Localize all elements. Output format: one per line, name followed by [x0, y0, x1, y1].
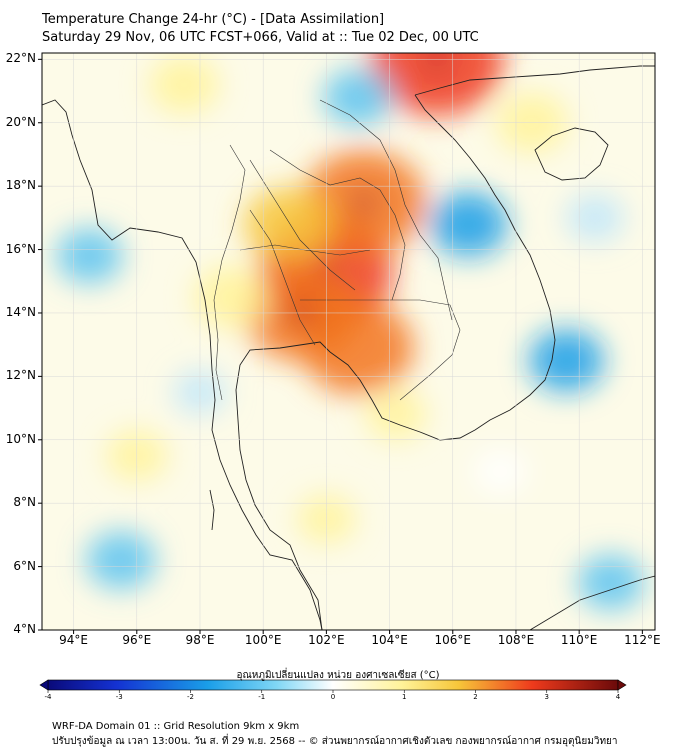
colorbar-title: อุณหภูมิเปลี่ยนแปลง หน่วย องศาเซลเซียส (… — [236, 670, 440, 681]
anomaly-blob-5 — [244, 186, 333, 262]
anomaly-blob-12 — [56, 228, 123, 284]
anomaly-blob-14 — [86, 531, 156, 590]
anomaly-blob-6 — [194, 265, 269, 329]
lat-label: 12°N — [5, 368, 36, 383]
coast-gulf-east — [329, 94, 556, 441]
footer-domain-info: WRF-DA Domain 01 :: Grid Resolution 9km … — [52, 721, 300, 732]
anomaly-core-1 — [350, 190, 379, 215]
lon-label: 98°E — [185, 633, 215, 647]
lat-label: 18°N — [5, 178, 36, 193]
anomaly-blob-4 — [370, 53, 504, 116]
anomaly-blob-16 — [565, 193, 624, 242]
coastlines — [42, 65, 655, 630]
colorbar-tick-label: 2 — [473, 693, 478, 701]
lon-label: 108°E — [497, 633, 535, 647]
anomaly-core-4 — [422, 53, 451, 72]
footer-update-info: ปรับปรุงข้อมูล ณ เวลา 13:00น. วัน ส. ที่… — [52, 736, 618, 747]
coast-north — [414, 65, 655, 96]
colorbar-max-arrow — [617, 679, 627, 691]
lat-label: 6°N — [13, 558, 36, 573]
coast-mainland — [42, 99, 323, 630]
colorbar-tick-label: -1 — [258, 693, 266, 701]
lon-label: 94°E — [59, 633, 89, 647]
andaman-islands — [209, 489, 215, 531]
border-cambodia — [300, 299, 461, 401]
colorbar-ticks — [47, 690, 619, 693]
anomaly-blob-15 — [577, 554, 644, 611]
lon-label: 110°E — [560, 633, 598, 647]
anomaly-blob-10 — [429, 191, 508, 257]
border-thailand-laos — [269, 149, 406, 301]
lon-label: 100°E — [244, 633, 282, 647]
lon-label: 102°E — [308, 633, 345, 647]
temperature-field — [56, 53, 644, 611]
border-thai-provinces-1 — [249, 159, 356, 291]
chart-title: Temperature Change 24-hr (°C) - [Data As… — [42, 12, 385, 27]
border-myanmar-thailand — [213, 144, 246, 401]
border-laos-vietnam — [319, 99, 453, 321]
lon-label: 106°E — [434, 633, 472, 647]
colorbar-tick-label: 1 — [402, 693, 407, 701]
colorbar-tick-label: 0 — [330, 693, 336, 701]
lat-label: 16°N — [5, 241, 36, 256]
colorbar-min-arrow — [39, 679, 49, 691]
colorbar-tick-label: 4 — [615, 693, 621, 701]
lon-label: 104°E — [371, 633, 408, 647]
colorbar-tick-label: 3 — [544, 693, 549, 701]
lat-label: 20°N — [5, 114, 36, 129]
axis-ticks — [38, 58, 643, 634]
colorbar-tick-label: -4 — [44, 693, 52, 701]
lat-label: 14°N — [5, 304, 36, 319]
lat-label: 22°N — [5, 51, 36, 66]
lat-label: 4°N — [13, 622, 36, 636]
coast-gulf-west — [235, 341, 331, 630]
lon-label: 96°E — [122, 633, 152, 647]
anomaly-blob-11 — [529, 329, 604, 392]
anomaly-blob-8 — [149, 55, 219, 114]
anomaly-blob-3 — [302, 301, 414, 395]
lat-label: 10°N — [5, 431, 36, 446]
anomaly-blob-9 — [365, 389, 427, 440]
colorbar-tick-label: -3 — [115, 693, 123, 701]
colorbar-tick-label: -2 — [187, 693, 194, 701]
anomaly-blob-13 — [323, 68, 393, 127]
anomaly-blob-18 — [472, 448, 528, 495]
chart-subtitle: Saturday 29 Nov, 06 UTC FCST+066, Valid … — [42, 30, 479, 45]
hainan-island — [534, 127, 609, 181]
lon-label: 112°E — [624, 633, 661, 647]
map-frame — [41, 52, 656, 631]
lat-label: 8°N — [13, 495, 36, 510]
